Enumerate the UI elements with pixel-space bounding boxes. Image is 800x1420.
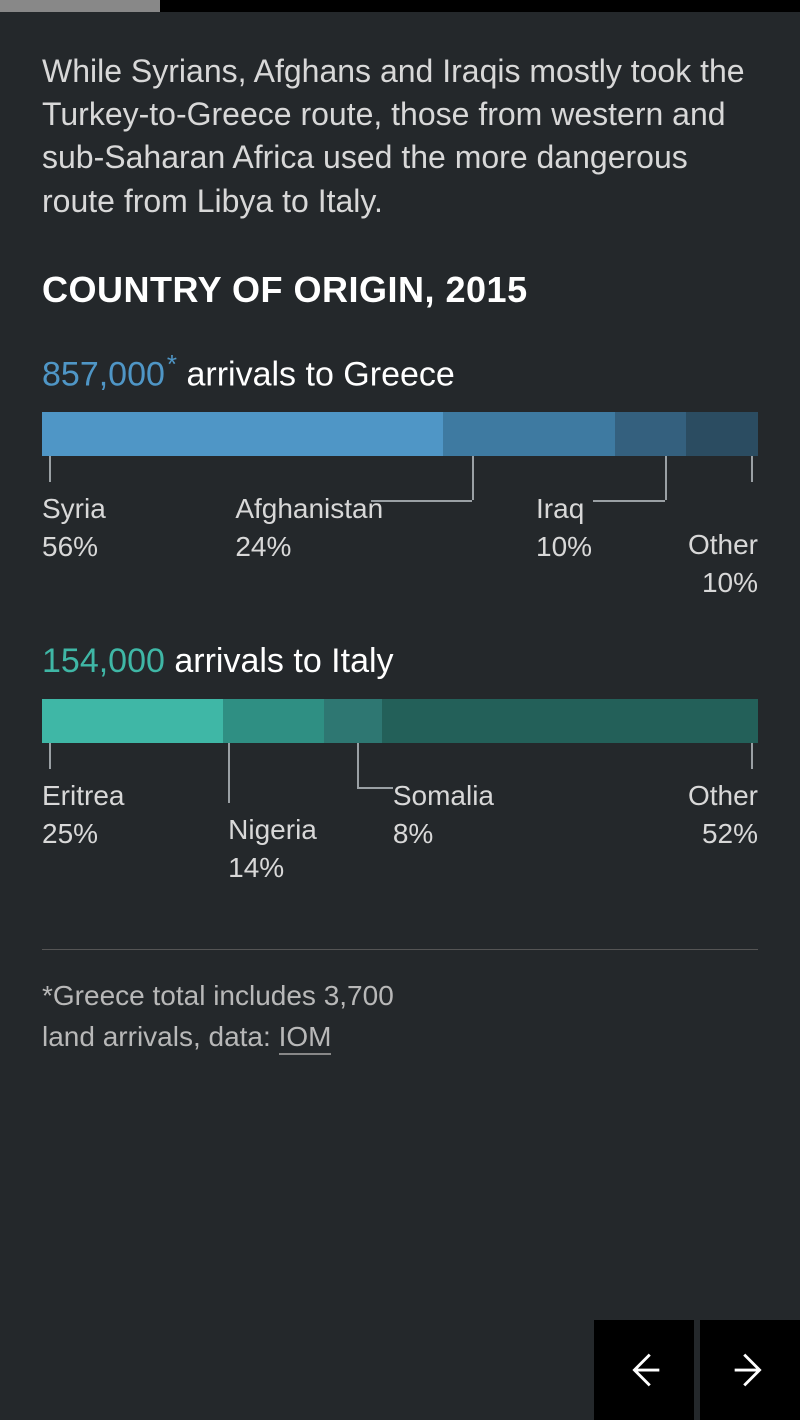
tick-mark	[49, 743, 51, 769]
footnote-line1: *Greece total includes 3,700	[42, 980, 394, 1011]
section-title: COUNTRY OF ORIGIN, 2015	[42, 269, 758, 311]
pager-nav	[588, 1320, 800, 1420]
asterisk-icon: *	[167, 349, 177, 379]
bar-segment	[324, 699, 382, 743]
segment-label: Eritrea25%	[42, 777, 124, 853]
italy-number: 154,000	[42, 642, 165, 680]
connector-line	[593, 500, 665, 502]
segment-label: Somalia8%	[393, 777, 494, 853]
top-progress-bar	[0, 0, 800, 12]
tick-mark	[472, 456, 474, 500]
prev-button[interactable]	[594, 1320, 694, 1420]
greece-subhead-rest: arrivals to Greece	[177, 355, 455, 393]
italy-subhead-rest: arrivals to Italy	[165, 642, 394, 680]
tick-mark	[665, 456, 667, 500]
italy-subhead: 154,000 arrivals to Italy	[42, 642, 758, 681]
bar-segment	[42, 412, 443, 456]
top-progress-fill	[0, 0, 160, 12]
bar-segment	[223, 699, 324, 743]
arrow-right-icon	[727, 1347, 773, 1393]
greece-number: 857,000	[42, 355, 165, 393]
tick-mark	[228, 743, 230, 803]
bar-segment	[42, 699, 223, 743]
footnote-source-link[interactable]: IOM	[279, 1021, 332, 1055]
bar-segment	[382, 699, 758, 743]
tick-mark	[49, 456, 51, 482]
footnote: *Greece total includes 3,700 land arriva…	[42, 976, 758, 1057]
greece-stacked-bar	[42, 412, 758, 456]
tick-mark	[357, 743, 359, 787]
segment-label: Other10%	[688, 526, 758, 602]
greece-subhead: 857,000* arrivals to Greece	[42, 349, 758, 394]
tick-mark	[751, 743, 753, 769]
segment-label: Afghanistan24%	[235, 490, 383, 566]
connector-line	[357, 787, 393, 789]
italy-stacked-bar	[42, 699, 758, 743]
connector-line	[371, 500, 471, 502]
segment-label: Iraq10%	[536, 490, 592, 566]
next-button[interactable]	[700, 1320, 800, 1420]
arrow-left-icon	[621, 1347, 667, 1393]
tick-mark	[751, 456, 753, 482]
intro-paragraph: While Syrians, Afghans and Iraqis mostly…	[42, 50, 758, 223]
bar-segment	[443, 412, 615, 456]
segment-label: Syria56%	[42, 490, 106, 566]
segment-label: Other52%	[688, 777, 758, 853]
italy-bar-labels: Eritrea25% Nigeria14% Somalia8% Other52%	[42, 743, 758, 923]
bar-segment	[615, 412, 687, 456]
bar-segment	[686, 412, 758, 456]
divider	[42, 949, 758, 950]
segment-label: Nigeria14%	[228, 811, 317, 887]
footnote-line2-prefix: land arrivals, data:	[42, 1021, 279, 1052]
greece-bar-labels: Syria56% Afghanistan24% Iraq10% Other10%	[42, 456, 758, 616]
